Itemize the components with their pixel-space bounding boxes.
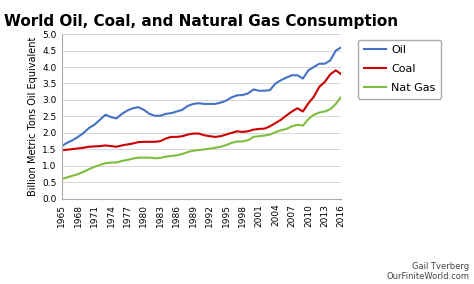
Line: Oil: Oil [62, 47, 341, 146]
Oil [229, 96, 235, 99]
Nat Gas [317, 111, 322, 114]
Coal [338, 73, 344, 76]
Line: Nat Gas: Nat Gas [62, 97, 341, 179]
Nat Gas [240, 140, 246, 143]
Oil [240, 93, 246, 97]
Nat Gas [157, 156, 163, 160]
Oil [317, 62, 322, 65]
Oil [157, 114, 163, 118]
Nat Gas [229, 141, 235, 145]
Coal [333, 69, 338, 72]
Coal [59, 149, 64, 152]
Oil [191, 102, 196, 106]
Nat Gas [59, 177, 64, 181]
Coal [240, 130, 246, 134]
Coal [317, 85, 322, 89]
Nat Gas [338, 95, 344, 98]
Oil [81, 131, 86, 135]
Coal [191, 132, 196, 135]
Coal [157, 139, 163, 143]
Coal [229, 131, 235, 135]
Coal [81, 146, 86, 149]
Oil [59, 144, 64, 148]
Nat Gas [191, 149, 196, 153]
Y-axis label: Billion Metric Tons Oil Equivalent: Billion Metric Tons Oil Equivalent [28, 37, 38, 196]
Text: Gail Tverberg
OurFiniteWorld.com: Gail Tverberg OurFiniteWorld.com [386, 262, 469, 281]
Title: World Oil, Coal, and Natural Gas Consumption: World Oil, Coal, and Natural Gas Consump… [4, 14, 399, 29]
Legend: Oil, Coal, Nat Gas: Oil, Coal, Nat Gas [358, 40, 441, 99]
Oil [338, 45, 344, 49]
Line: Coal: Coal [62, 70, 341, 150]
Nat Gas [81, 170, 86, 174]
